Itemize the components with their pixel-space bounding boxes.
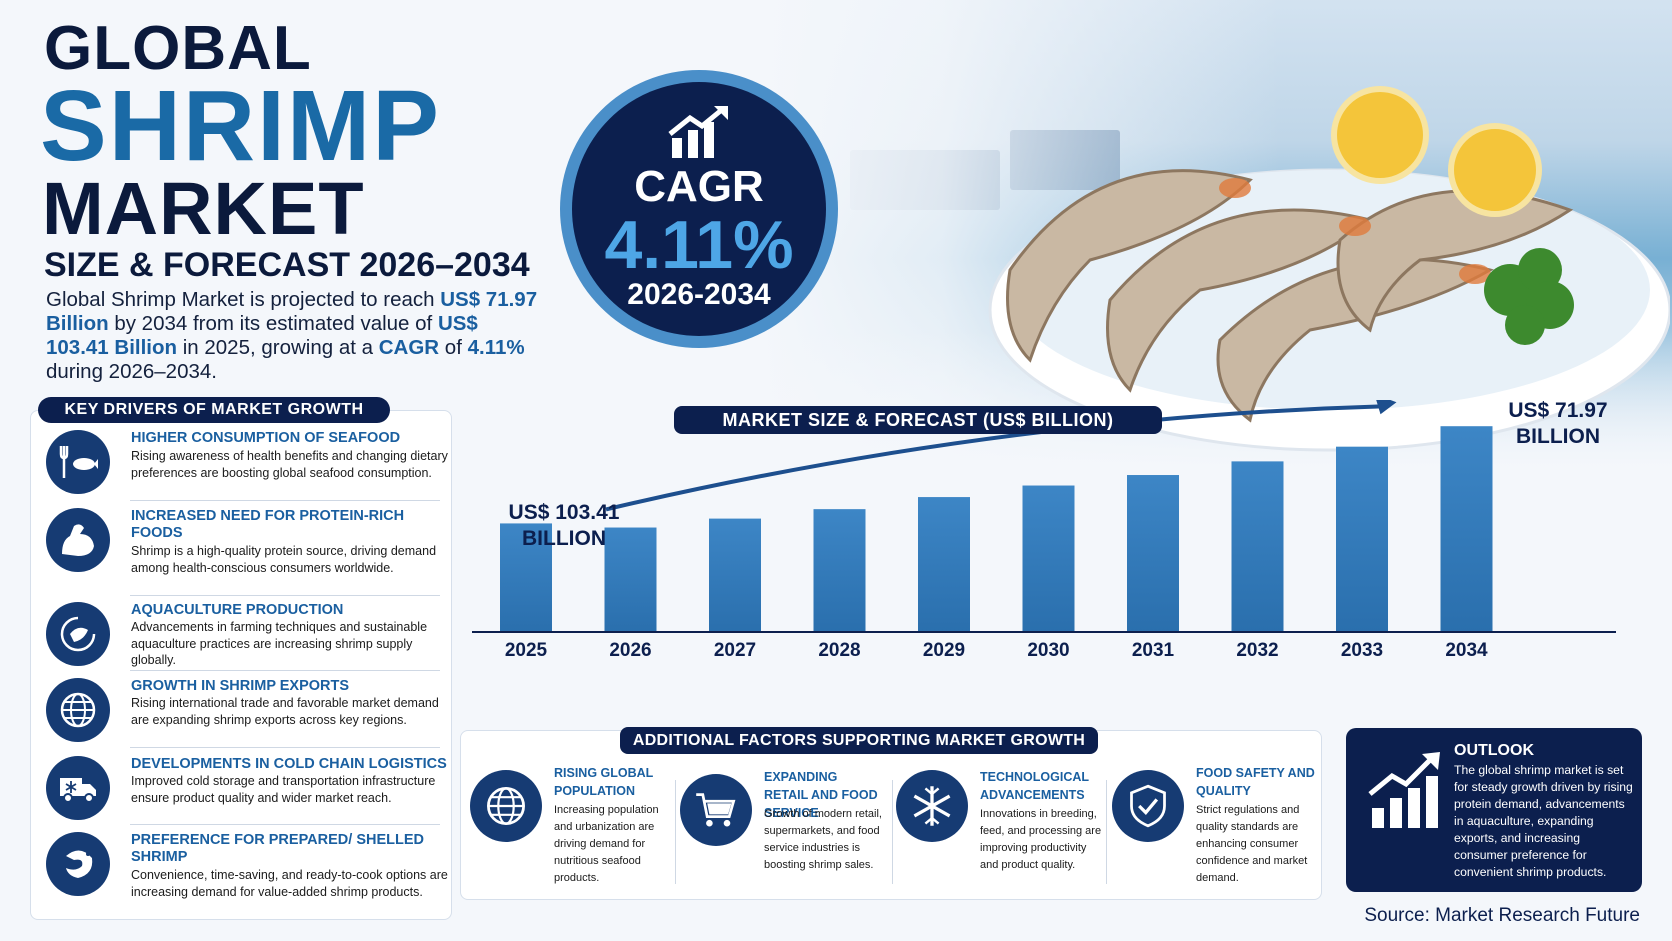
x-tick-label: 2030 xyxy=(1027,640,1069,661)
intro-paragraph: Global Shrimp Market is projected to rea… xyxy=(46,288,546,384)
bar-2025 xyxy=(500,523,552,632)
divider xyxy=(130,824,440,825)
bar-2031 xyxy=(1127,475,1179,632)
factor-item: EXPANDING RETAIL AND FOOD SERVICE Growth… xyxy=(672,764,882,894)
factor-item: TECHNOLOGICAL ADVANCEMENTS Innovations i… xyxy=(888,764,1101,894)
shield-check-icon xyxy=(1112,770,1184,842)
outlook-box: OUTLOOK The global shrimp market is set … xyxy=(1346,728,1642,892)
driver-title: INCREASED NEED FOR PROTEIN-RICH FOODS xyxy=(131,508,405,541)
shrimp-bowl-illustration xyxy=(988,86,1670,452)
driver-description: Improved cold storage and transportation… xyxy=(131,774,436,805)
bar-2032 xyxy=(1231,461,1284,632)
factor-title: TECHNOLOGICAL ADVANCEMENTS xyxy=(980,770,1089,802)
driver-description: Rising international trade and favorable… xyxy=(131,696,439,727)
seafood-dish-icon xyxy=(46,430,110,494)
intro-text: of xyxy=(439,336,468,359)
trend-arrow-head xyxy=(1376,400,1397,415)
chart-heading: MARKET SIZE & FORECAST (US$ BILLION) xyxy=(674,406,1162,434)
factor-title: RISING GLOBAL POPULATION xyxy=(554,766,654,798)
shopping-cart-icon xyxy=(680,774,752,846)
bar-2030 xyxy=(1022,485,1075,632)
driver-description: Convenience, time-saving, and ready-to-c… xyxy=(131,868,448,899)
intro-text: by 2034 from its estimated value of xyxy=(108,312,438,335)
factor-description: Increasing population and urbanization a… xyxy=(554,804,659,884)
shrimp-cycle-icon xyxy=(46,602,110,666)
chart-annotation-2025: US$ 103.41 BILLION xyxy=(508,501,620,550)
bar-2027 xyxy=(709,518,761,632)
bar-2028 xyxy=(813,509,866,632)
divider xyxy=(892,780,893,884)
x-tick-label: 2029 xyxy=(923,640,965,661)
factor-description: Growth of modern retail, supermarkets, a… xyxy=(764,808,882,871)
intro-text: Global Shrimp Market is projected to rea… xyxy=(46,288,441,311)
intro-cagr-word: CAGR xyxy=(378,336,440,359)
driver-title: GROWTH IN SHRIMP EXPORTS xyxy=(131,678,350,694)
factor-description: Strict regulations and quality standards… xyxy=(1196,804,1308,884)
x-tick-label: 2032 xyxy=(1236,640,1278,661)
title-line-market: MARKET xyxy=(42,167,365,250)
trend-arrow xyxy=(605,404,1385,512)
key-drivers-panel xyxy=(30,410,452,920)
x-tick-label: 2034 xyxy=(1445,640,1488,661)
factor-item: RISING GLOBAL POPULATION Increasing popu… xyxy=(462,764,672,894)
intro-text: during 2026–2034. xyxy=(46,360,217,383)
driver-description: Shrimp is a high-quality protein source,… xyxy=(131,544,437,575)
title-line-shrimp: SHRIMP xyxy=(40,70,441,182)
cagr-value: 4.11% xyxy=(604,207,794,283)
x-tick-label: 2033 xyxy=(1341,640,1383,661)
flexed-arm-icon xyxy=(46,508,110,572)
title-subtitle: SIZE & FORECAST 2026–2034 xyxy=(44,246,530,284)
factor-title: FOOD SAFETY AND QUALITY xyxy=(1196,766,1315,798)
shelled-shrimp-icon xyxy=(46,832,110,896)
cagr-period: 2026-2034 xyxy=(627,278,771,311)
globe-icon xyxy=(470,770,542,842)
divider xyxy=(1106,780,1107,884)
x-tick-label: 2028 xyxy=(818,640,860,661)
snowflake-icon xyxy=(896,770,968,842)
cagr-label: CAGR xyxy=(634,162,764,211)
globe-icon xyxy=(46,678,110,742)
intro-cagr-value: 4.11% xyxy=(467,336,525,359)
driver-title: PREFERENCE FOR PREPARED/ SHELLED SHRIMP xyxy=(131,832,424,865)
x-tick-label: 2025 xyxy=(505,640,548,661)
growth-chart-icon xyxy=(1368,752,1440,828)
outlook-text: The global shrimp market is set for stea… xyxy=(1454,763,1633,879)
bar-2026 xyxy=(604,527,657,632)
title-line-global: GLOBAL xyxy=(44,14,312,83)
driver-description: Rising awareness of health benefits and … xyxy=(131,449,448,480)
refrigerated-truck-icon xyxy=(46,756,110,820)
cagr-badge: CAGR 4.11% 2026-2034 xyxy=(572,82,826,336)
bar-2029 xyxy=(918,497,970,632)
driver-description: Advancements in farming techniques and s… xyxy=(131,620,428,667)
divider xyxy=(675,780,676,884)
additional-factors-heading: ADDITIONAL FACTORS SUPPORTING MARKET GRO… xyxy=(620,727,1098,754)
chart-annotation-2034: US$ 71.97 BILLION xyxy=(1508,399,1608,448)
x-tick-label: 2027 xyxy=(714,640,756,661)
driver-title: AQUACULTURE PRODUCTION xyxy=(131,602,344,618)
outlook-title: OUTLOOK xyxy=(1454,742,1534,759)
growth-chart-icon xyxy=(668,106,728,158)
intro-value-2025: US$ 103.41 Billion xyxy=(46,312,478,359)
x-tick-label: 2026 xyxy=(609,640,651,661)
source-credit: Source: Market Research Future xyxy=(1364,905,1640,926)
factor-item: FOOD SAFETY AND QUALITY Strict regulatio… xyxy=(1104,764,1315,894)
bar-2034 xyxy=(1440,426,1493,632)
bar-2033 xyxy=(1336,446,1388,632)
driver-title: DEVELOPMENTS IN COLD CHAIN LOGISTICS xyxy=(131,756,447,772)
x-tick-label: 2031 xyxy=(1132,640,1175,661)
factor-description: Innovations in breeding, feed, and proce… xyxy=(980,808,1102,871)
intro-text: in 2025, growing at a xyxy=(177,336,379,359)
divider xyxy=(130,595,440,596)
factor-title: EXPANDING RETAIL AND FOOD SERVICE xyxy=(764,770,878,820)
divider xyxy=(130,670,440,671)
intro-value-2034: US$ 71.97 Billion xyxy=(46,288,538,335)
market-size-bar-chart: 2025 2026 2027 2028 2029 2030 2031 2032 2033 2034 xyxy=(472,400,1616,661)
divider xyxy=(130,500,440,501)
driver-title: HIGHER CONSUMPTION OF SEAFOOD xyxy=(131,430,401,446)
divider xyxy=(130,747,440,748)
key-drivers-heading: KEY DRIVERS OF MARKET GROWTH xyxy=(38,397,390,423)
